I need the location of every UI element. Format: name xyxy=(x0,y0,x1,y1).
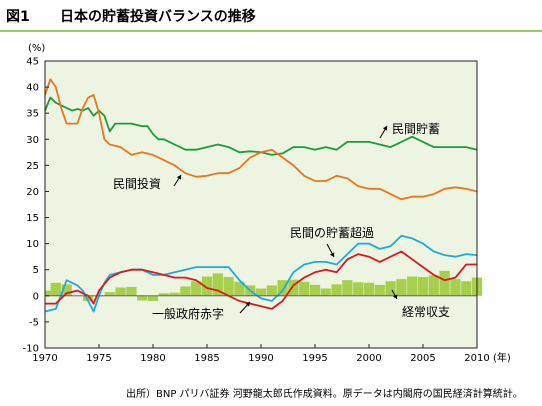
private-saving-line xyxy=(44,96,478,156)
title-band: 図1 日本の貯蓄投資バランスの推移 xyxy=(0,0,542,32)
x-tick-label: 1970 xyxy=(32,353,57,364)
x-tick-label: 2010 xyxy=(464,353,489,364)
y-tick-label: 10 xyxy=(26,239,39,250)
current-account-bar xyxy=(180,286,191,296)
current-account-bar xyxy=(212,273,223,296)
y-tick-label: 35 xyxy=(26,109,39,120)
current-account-bar xyxy=(137,295,148,301)
current-account-bar xyxy=(439,270,450,296)
general-govt-deficit-label: 一般政府赤字 xyxy=(152,306,224,321)
current-account-bar xyxy=(299,281,310,296)
current-account-bar xyxy=(115,287,126,296)
current-account-bar xyxy=(234,281,245,296)
y-tick-label: 15 xyxy=(26,213,39,224)
source-note: 出所）BNP パリバ証券 河野龍太郎氏作成資料。原データは内閣府の国民経済計算統… xyxy=(126,389,523,400)
figure-label: 図1 xyxy=(6,9,30,25)
current-account-bar xyxy=(428,275,439,296)
current-account-bar xyxy=(126,286,137,296)
axes: -10 -5 0 5 10 15 20 25 30 35 40 45 (%) 1970 1975 1980 19… xyxy=(23,43,511,364)
x-tick-label: 1985 xyxy=(194,353,219,364)
current-account-bar xyxy=(147,295,159,302)
current-account-bar xyxy=(461,281,472,296)
x-tick-label: 1990 xyxy=(248,353,273,364)
private-excess-saving-line xyxy=(44,234,478,313)
current-account-bar xyxy=(363,282,375,296)
y-tick-label: 30 xyxy=(26,135,39,146)
private-excess-saving-arrowhead xyxy=(329,252,335,257)
current-account-label: 経常収支 xyxy=(402,305,450,319)
current-account-bar xyxy=(450,279,461,296)
private-excess-saving-label: 民間の貯蓄超過 xyxy=(290,225,374,240)
y-unit-label: (%) xyxy=(28,43,45,54)
private-investment-line xyxy=(44,78,478,201)
private-investment-arrowhead xyxy=(176,175,181,180)
current-account-bar xyxy=(353,282,364,296)
general-govt-deficit-arrowhead xyxy=(245,302,250,307)
current-account-bar xyxy=(83,295,94,302)
series-lines xyxy=(44,78,478,313)
current-account-bar xyxy=(50,282,61,296)
current-account-bar xyxy=(223,277,234,296)
current-account-bar xyxy=(104,292,115,296)
private-investment-label: 民間投資 xyxy=(113,176,161,191)
current-account-bar xyxy=(331,284,342,296)
x-tick-label: 2000 xyxy=(356,353,381,364)
current-account-bar xyxy=(288,279,299,296)
y-tick-label: 25 xyxy=(26,161,39,172)
current-account-bar xyxy=(169,292,180,296)
current-account-arrowhead xyxy=(392,294,398,299)
current-account-bar xyxy=(266,285,277,296)
current-account-bar xyxy=(342,280,353,296)
current-account-bar xyxy=(191,281,202,296)
x-unit-label: (年) xyxy=(493,351,511,364)
y-tick-label: 40 xyxy=(26,83,39,94)
y-tick-label: -5 xyxy=(29,317,39,328)
general-govt-deficit-line xyxy=(45,250,477,310)
y-tick-label: 0 xyxy=(33,291,39,302)
x-tick-label: 1975 xyxy=(86,353,111,364)
private-saving-arrowhead xyxy=(382,126,388,131)
x-tick-label: 1995 xyxy=(302,353,327,364)
current-account-bar xyxy=(201,276,213,296)
plot-area xyxy=(45,61,477,348)
current-account-bar xyxy=(158,293,169,296)
current-account-bar xyxy=(374,284,385,296)
current-account-bar xyxy=(277,280,288,296)
current-account-bar xyxy=(417,277,429,296)
current-account-bar xyxy=(320,288,331,296)
y-tick-label: 5 xyxy=(33,265,39,276)
current-account-bar xyxy=(255,288,267,296)
y-tick-label: -10 xyxy=(23,344,39,355)
figure-title: 日本の貯蓄投資バランスの推移 xyxy=(60,9,256,25)
current-account-bar xyxy=(45,290,56,296)
current-account-bar xyxy=(309,284,321,296)
current-account-bar xyxy=(407,276,418,296)
current-account-bar xyxy=(61,284,72,296)
current-account-bar xyxy=(396,279,407,296)
y-tick-label: 20 xyxy=(26,187,39,198)
current-account-bar xyxy=(385,281,396,296)
private-saving-label: 民間貯蓄 xyxy=(392,122,440,136)
y-tick-label: 45 xyxy=(26,57,39,68)
x-tick-label: 2005 xyxy=(410,353,435,364)
x-tick-label: 1980 xyxy=(140,353,165,364)
